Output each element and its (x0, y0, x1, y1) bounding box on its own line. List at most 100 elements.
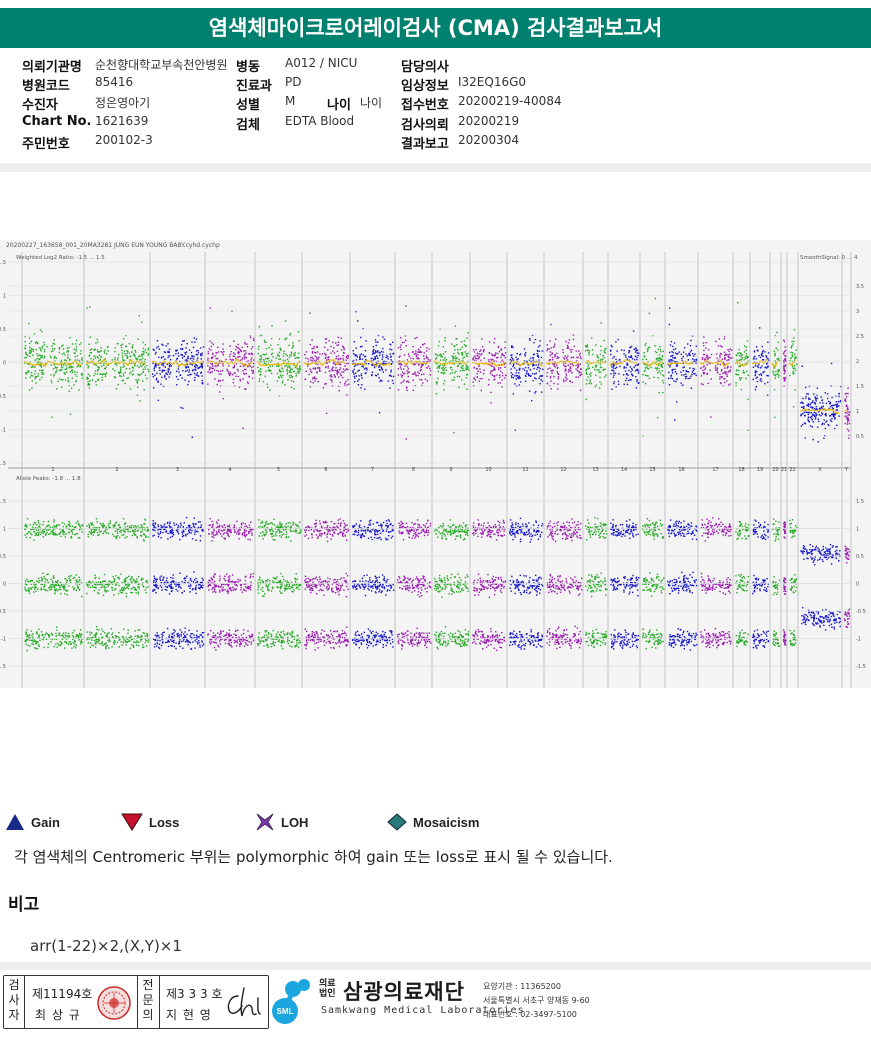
cma-plot: 20200227_163658_001_20MA3281 JUNG EUN YO… (0, 240, 871, 688)
label-ward: 병동 (236, 60, 260, 75)
signature-box: 검사자 제11194호 최 상 규 전문의 제3 3 3 호 지 현 영 (3, 975, 269, 1029)
top-right-tick: 3.5 (856, 284, 864, 290)
chromosome-labels: 1 2 3 4 5 6 7 8 9 10 11 12 13 14 15 16 17 18 19 20 21 22 X Y (51, 467, 849, 473)
cma-plot-panel: 20200227_163658_001_20MA3281 JUNG EUN YO… (0, 240, 871, 688)
top-right-tick: 2.5 (856, 334, 864, 340)
bottom-right-tick: -1.5 (856, 664, 866, 670)
inspector-name: 최 상 규 (35, 1008, 81, 1022)
chromosome-label: Y (844, 467, 849, 473)
legend-label-gain: Gain (31, 814, 60, 830)
label-physician: 담당의사 (401, 60, 449, 75)
top-right-label: SmoothSignal: 0 ... 4 (800, 255, 858, 261)
bottom-left-tick: 1.5 (0, 499, 6, 505)
smooth-signal-chr-7 (351, 359, 392, 368)
chromosome-label: 6 (324, 467, 327, 473)
allele-cluster-chr-X (800, 544, 841, 631)
top-left-tick: 0 (3, 361, 6, 367)
smooth-signal-chr-5 (256, 360, 300, 368)
top-right-tick: 0.5 (856, 434, 864, 440)
allele-cluster-chr-15 (642, 518, 665, 650)
probe-cluster-chr-14 (610, 330, 640, 390)
probe-cluster-chr-18 (735, 302, 750, 431)
allele-cluster-chr-8 (397, 519, 432, 650)
label-test-request: 검사의뢰 (401, 118, 449, 133)
chromosome-label: 9 (449, 467, 452, 473)
label-sex: 성별 (236, 98, 260, 113)
top-left-tick: -1 (1, 428, 6, 434)
chromosome-label: 20 (772, 467, 778, 473)
chromosome-label: 11 (522, 467, 528, 473)
specialist-name: 지 현 영 (166, 1008, 212, 1022)
value-specimen: EDTA Blood (285, 114, 355, 128)
top-right-tick: 2 (856, 359, 859, 365)
chromosome-label: 13 (592, 467, 598, 473)
probe-cluster-chr-Y (844, 387, 851, 439)
probe-cluster-chr-9 (434, 325, 470, 434)
smooth-signal-chr-4 (206, 358, 253, 367)
top-right-tick: 1 (856, 409, 859, 415)
allele-cluster-chr-21 (783, 521, 787, 646)
top-left-tick: -0.5 (0, 394, 6, 400)
chromosome-label: 16 (678, 467, 684, 473)
bottom-panel-label: Allele Peaks: -1.8 ... 1.8 (16, 476, 81, 482)
value-clinical-info: I32EQ16G0 (458, 75, 527, 89)
bottom-left-tick: 0 (3, 582, 6, 588)
top-left-tick: 1 (3, 294, 6, 300)
chromosome-label: 1 (51, 467, 54, 473)
remark-title: 비고 (8, 895, 40, 915)
allele-cluster-chr-11 (509, 517, 544, 650)
chromosome-label: 12 (560, 467, 566, 473)
allele-cluster-chr-17 (700, 517, 732, 649)
probe-cluster-chr-17 (700, 335, 733, 418)
legend-item-gain: Gain (5, 813, 60, 831)
axis-ticks: 1.5 1 0.5 0 -0.5 -1 -1.5 3.5 3 2.5 2 1.5 1 0.5 1.5 1 0.5… (0, 260, 866, 670)
lab-english-name: Samkwang Medical Laboratories (321, 1005, 525, 1016)
chromosome-label: 3 (176, 467, 179, 473)
bottom-left-tick: 0.5 (0, 554, 6, 560)
bottom-right-tick: 1 (856, 527, 859, 533)
centromere-note: 각 염색체의 Centromeric 부위는 polymorphic 하여 ga… (14, 848, 613, 866)
inspector-license: 제11194호 (32, 987, 93, 1001)
lab-phone: 대표번호 : 02-3497-5100 (483, 1010, 577, 1019)
top-panel-label: Weighted Log2 Ratio: -1.5 ... 1.5 (16, 255, 105, 261)
chromosome-label: 19 (757, 467, 763, 473)
lab-care-code: 요양기관 : 11365200 (483, 982, 561, 991)
smooth-signal-chr-2 (86, 358, 147, 367)
legend-item-loh: LOH (255, 813, 308, 831)
legend-label-loh: LOH (281, 814, 309, 830)
label-chart-no: Chart No. (22, 114, 92, 129)
probe-cluster-chr-4 (207, 307, 255, 429)
value-ward: A012 / NICU (285, 56, 358, 70)
value-result-report: 20200304 (458, 133, 520, 147)
probe-cluster-chr-3 (152, 337, 205, 438)
value-requesting-institution: 순천향대학교부속천안병원 (95, 58, 228, 72)
value-patient: 정은영아기 (95, 96, 151, 110)
value-sex: M (285, 94, 296, 108)
smooth-signal-chr-16 (666, 360, 695, 366)
inspector-seal-stamp (97, 986, 131, 1020)
chromosome-label: 7 (371, 467, 374, 473)
label-department: 진료과 (236, 79, 272, 94)
footer-separator (0, 962, 871, 970)
chromosome-label: 18 (738, 467, 744, 473)
chromosome-label: 5 (277, 467, 280, 473)
chromosome-label: 17 (712, 467, 718, 473)
label-patient: 수진자 (22, 98, 58, 113)
chromosome-label: 4 (228, 467, 231, 473)
bottom-right-tick: 0 (856, 582, 859, 588)
label-result-report: 결과보고 (401, 137, 449, 152)
value-hospital-code: 85416 (95, 75, 134, 89)
report-title: 염색체마이크로어레이검사 (CMA) 검사결과보고서 (0, 8, 871, 48)
bottom-left-tick: -1.5 (0, 664, 6, 670)
chromosome-label: 22 (789, 467, 795, 473)
allele-cluster-chr-13 (585, 517, 608, 648)
legend-label-loss: Loss (149, 814, 180, 830)
sml-logo-icon: SML (272, 979, 310, 1024)
allele-cluster-chr-Y (844, 545, 851, 628)
smooth-signal-chr-3 (151, 360, 204, 367)
label-resident-number: 주민번호 (22, 137, 70, 152)
bottom-right-tick: -1 (856, 637, 861, 643)
lab-prefix: 의료법인 (319, 979, 336, 999)
bottom-right-tick: -0.5 (856, 609, 866, 615)
probe-cluster-chr-22 (789, 328, 798, 408)
